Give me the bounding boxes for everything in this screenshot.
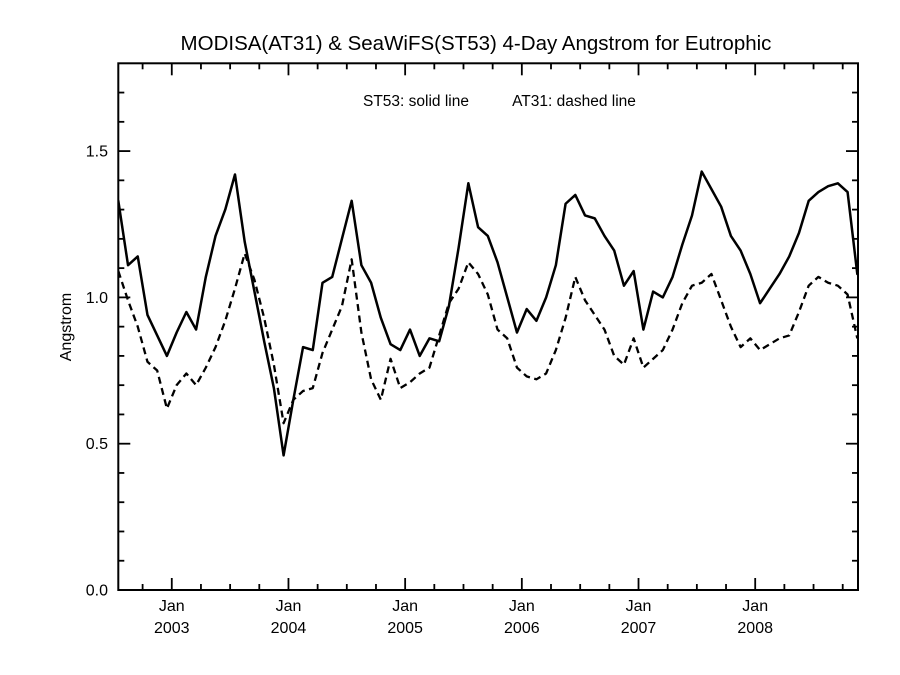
y-tick-label: 0.5 <box>86 436 108 453</box>
x-tick-label-month: Jan <box>509 598 535 615</box>
x-tick-label-month: Jan <box>392 598 418 615</box>
x-tick-label-year: 2005 <box>387 620 423 637</box>
x-tick-label-month: Jan <box>626 598 652 615</box>
legend-st53-label: ST53: solid line <box>363 93 469 110</box>
legend-at31-label: AT31: dashed line <box>512 93 636 110</box>
x-tick-label-year: 2007 <box>621 620 657 637</box>
plot-border <box>117 62 860 592</box>
chart-title: MODISA(AT31) & SeaWiFS(ST53) 4-Day Angst… <box>181 32 772 55</box>
y-axis-title: Angstrom <box>58 293 75 361</box>
x-tick-label-month: Jan <box>159 598 185 615</box>
x-tick-label-month: Jan <box>742 598 768 615</box>
y-tick-label: 1.0 <box>86 290 108 307</box>
x-tick-label-year: 2006 <box>504 620 540 637</box>
x-tick-label-year: 2004 <box>271 620 307 637</box>
y-tick-label: 1.5 <box>86 144 108 161</box>
y-tick-label: 0.0 <box>86 583 108 600</box>
x-tick-label-month: Jan <box>276 598 302 615</box>
x-tick-label-year: 2008 <box>737 620 773 637</box>
axis-tick-labels: 0.0 0.5 1.0 1.5 Jan 2003 Jan 2004 Jan 2005 Jan 2006… <box>86 144 773 637</box>
st53-solid-line <box>118 170 859 457</box>
at31-dashed-line <box>118 252 859 425</box>
axis-ticks <box>118 63 858 591</box>
x-tick-label-year: 2003 <box>154 620 190 637</box>
